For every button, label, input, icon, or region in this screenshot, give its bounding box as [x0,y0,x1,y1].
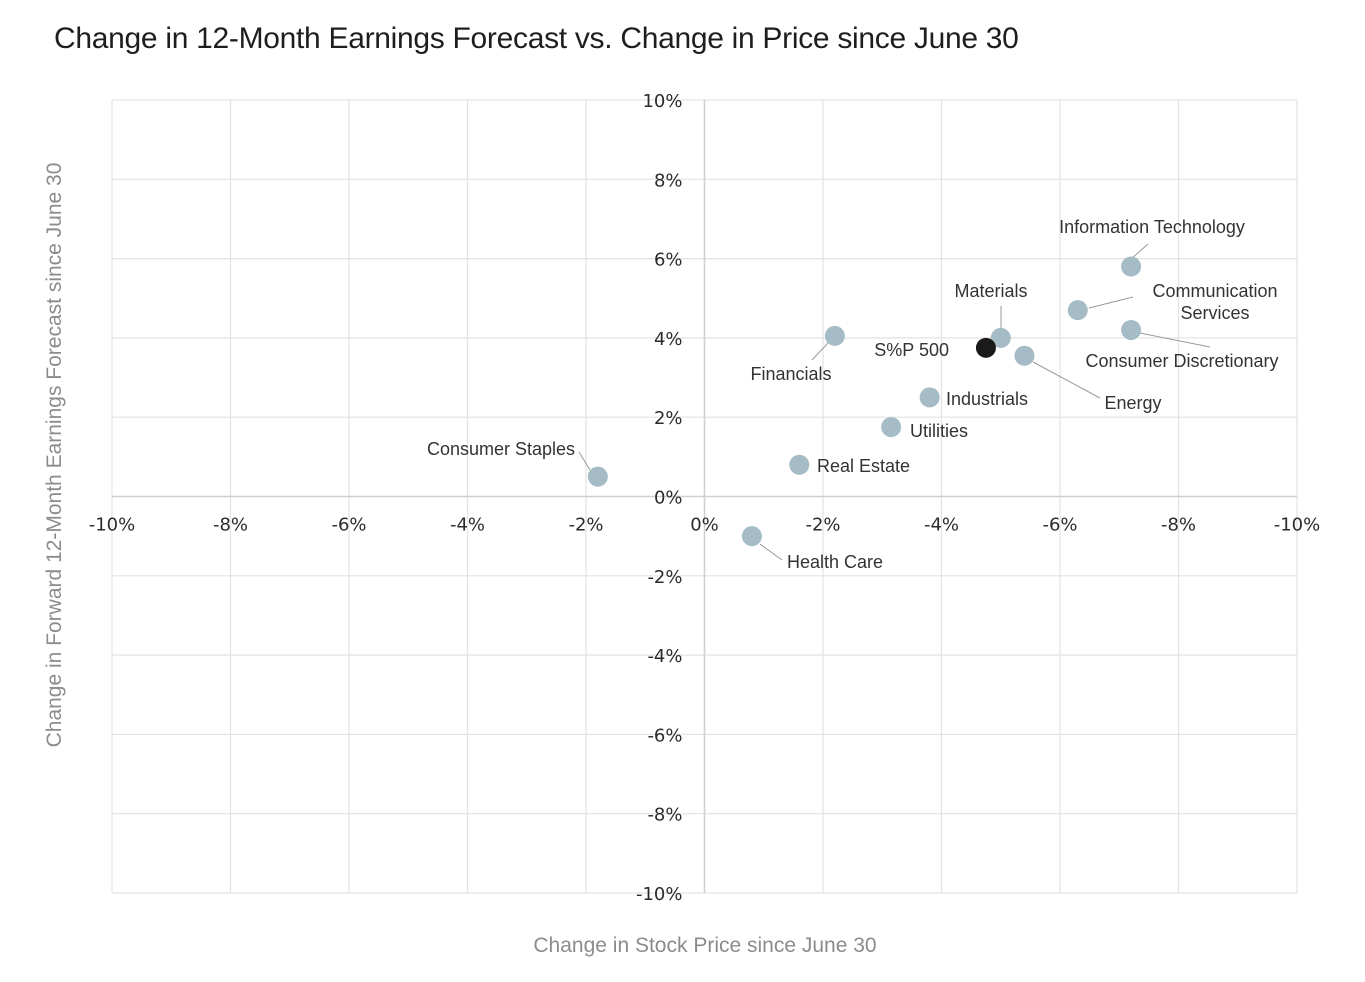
sector-point [919,387,940,408]
x-tick-label: -4% [450,515,485,536]
leader-line [1139,332,1211,348]
point-label: Health Care [787,552,883,572]
index-point [975,337,996,358]
x-tick-labels: -10% -8% -6% -4% -2% 0% -2% -4% -6% -8% -10% [89,515,1321,536]
label-leader-lines [578,243,1211,561]
y-tick-label: -6% [647,725,682,746]
y-tick-label: -10% [636,884,683,905]
sector-point [1121,319,1142,340]
point-label: Materials [954,281,1027,301]
x-tick-label: -8% [1161,515,1196,536]
leader-line [759,543,783,561]
point-label: Real Estate [817,456,910,476]
y-tick-label: -4% [647,646,682,667]
y-tick-label: 8% [654,170,683,191]
x-tick-label: -10% [89,515,136,536]
x-tick-label: -6% [1042,515,1077,536]
sector-point [881,417,902,438]
y-tick-labels: 10% 8% 6% 4% 2% 0% -2% -4% -6% -8% -10% [636,91,683,905]
x-tick-label: -2% [568,515,603,536]
sector-point [1014,345,1035,366]
y-tick-label: 10% [642,91,682,112]
sector-point [990,327,1011,348]
sector-point [1121,256,1142,277]
x-tick-label: -2% [805,515,840,536]
point-label: Consumer Staples [427,439,575,459]
y-axis-title: Change in Forward 12-Month Earnings Fore… [43,163,66,748]
point-label: Consumer Discretionary [1085,351,1278,371]
sector-point [789,454,810,475]
y-tick-label: 6% [654,250,683,271]
x-axis-title: Change in Stock Price since June 30 [533,934,876,957]
y-tick-label: 0% [654,488,683,509]
point-label: Utilities [910,421,968,441]
sector-point [741,526,762,547]
point-labels: Information Technology Communication Servi… [427,217,1279,572]
leader-line [1130,243,1149,260]
x-tick-label: -10% [1274,515,1321,536]
y-tick-label: -8% [647,805,682,826]
axes [112,100,1297,893]
chart-title: Change in 12-Month Earnings Forecast vs.… [54,22,1019,55]
x-tick-label: 0% [690,515,719,536]
point-label: Energy [1104,393,1161,413]
y-tick-label: -2% [647,567,682,588]
x-tick-label: -4% [924,515,959,536]
leader-line [1088,296,1134,309]
sector-point [1067,300,1088,321]
point-label: S%P 500 [874,340,949,360]
point-label: Communication Services [1152,281,1277,323]
point-label: Information Technology [1059,217,1245,237]
x-tick-label: -6% [331,515,366,536]
leader-line [1032,361,1101,399]
point-label: Financials [750,364,831,384]
x-tick-label: -8% [213,515,248,536]
data-points [587,256,1142,547]
sector-point [587,466,608,487]
y-tick-label: 2% [654,408,683,429]
sector-point [824,325,845,346]
leader-line [811,342,829,361]
leader-line [578,451,591,471]
y-tick-label: 4% [654,329,683,350]
point-label: Industrials [946,389,1028,409]
